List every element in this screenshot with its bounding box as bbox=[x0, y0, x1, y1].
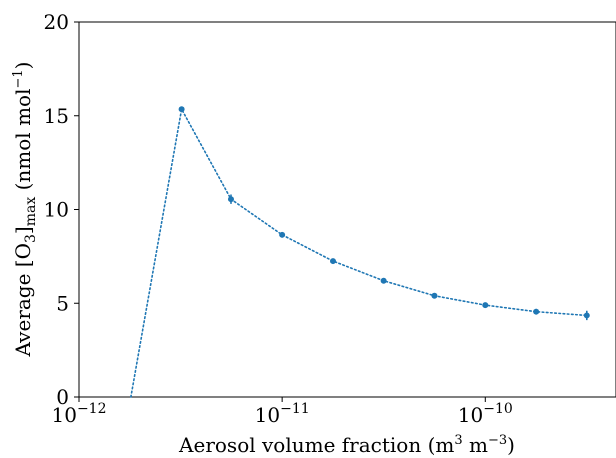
data-point bbox=[482, 302, 489, 309]
y-tick-label: 15 bbox=[44, 104, 69, 128]
y-tick-label: 20 bbox=[44, 10, 69, 34]
x-tick-label: 10−11 bbox=[255, 401, 310, 427]
data-point bbox=[533, 308, 540, 315]
x-tick-label: 10−10 bbox=[458, 401, 513, 427]
x-axis-title: Aerosol volume fraction (m3 m−3) bbox=[178, 433, 515, 457]
data-point bbox=[178, 106, 185, 113]
series-line bbox=[130, 106, 588, 398]
data-point bbox=[279, 231, 286, 238]
y-axis-title: Average [O3]max (nmol mol−1) bbox=[11, 62, 39, 358]
series-layer bbox=[130, 106, 590, 398]
data-point bbox=[431, 292, 438, 299]
y-tick-label: 10 bbox=[44, 198, 69, 222]
data-point bbox=[583, 312, 590, 319]
data-point bbox=[380, 277, 387, 284]
y-tick-label: 0 bbox=[56, 385, 69, 409]
y-tick-label: 5 bbox=[56, 291, 69, 315]
ticks-layer: 0 5 10 15 20 10−12 10−11 10−10 bbox=[44, 10, 513, 427]
plot-area bbox=[78, 21, 616, 398]
data-point bbox=[227, 196, 234, 203]
data-point bbox=[330, 258, 337, 265]
x-tick-label: 10−12 bbox=[52, 401, 107, 427]
